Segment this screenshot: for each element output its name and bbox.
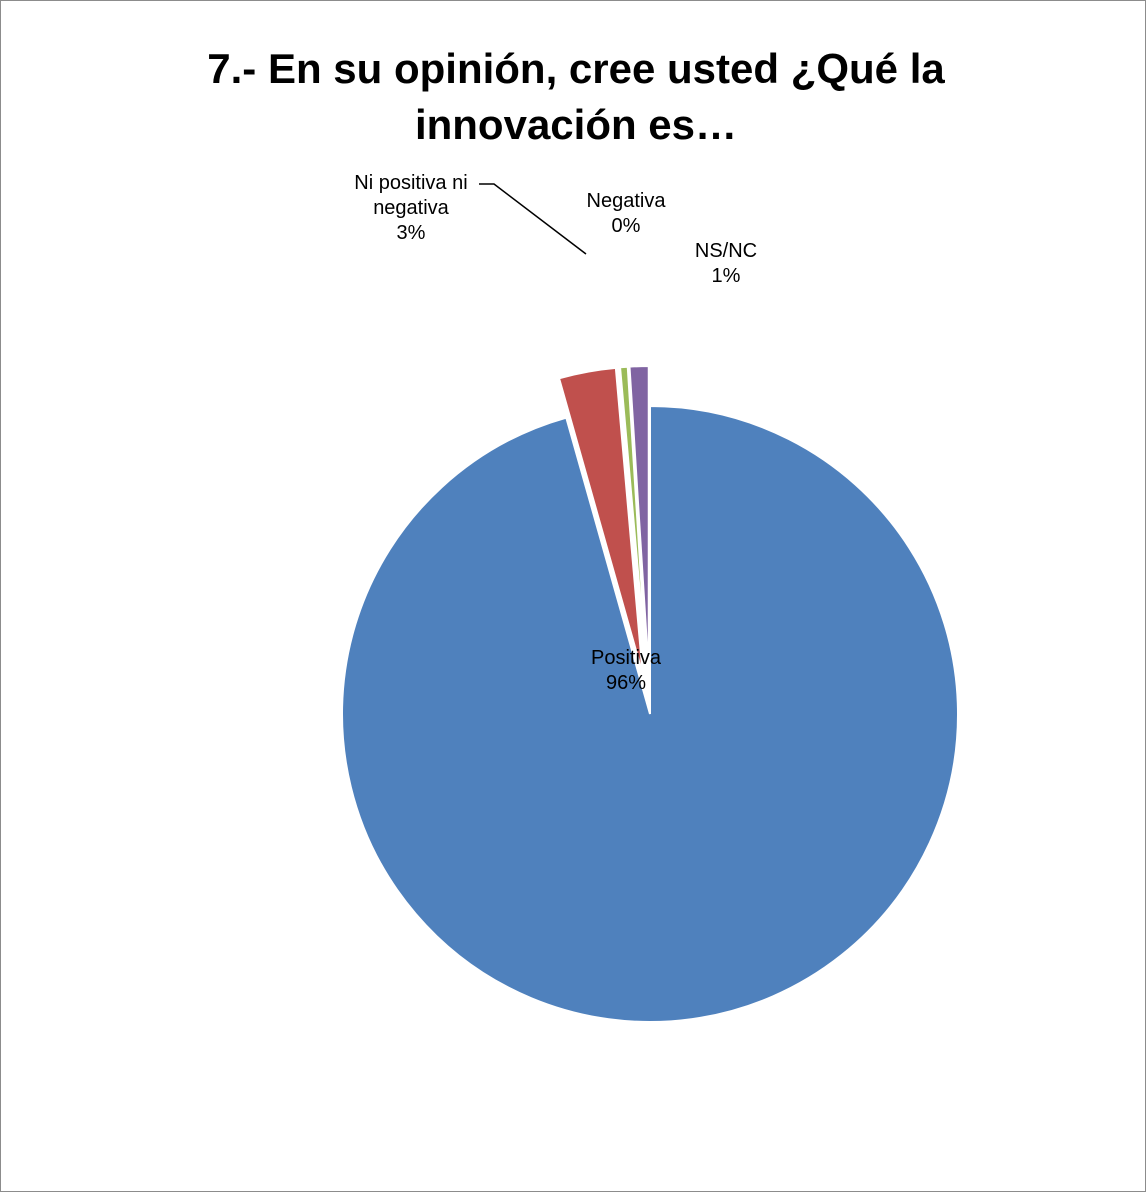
data-label-positiva: Positiva 96% bbox=[590, 647, 662, 694]
chart-title: 7.- En su opinión, cree usted ¿Qué la in… bbox=[207, 45, 945, 148]
pie-slice-ni-positiva-ni-negativa bbox=[557, 366, 644, 675]
pie-slice-negativa bbox=[618, 365, 648, 675]
data-label-nsnc: NS/NC 1% bbox=[694, 240, 758, 287]
data-label-negativa: Negativa 0% bbox=[586, 190, 666, 237]
leader-line-ni-positiva bbox=[479, 183, 587, 255]
data-label-ni-positiva-ni-negativa: Ni positiva ni negativa 3% bbox=[354, 172, 468, 244]
pie-slice-ns-nc bbox=[628, 365, 650, 675]
pie-slice-positiva bbox=[341, 404, 959, 1023]
